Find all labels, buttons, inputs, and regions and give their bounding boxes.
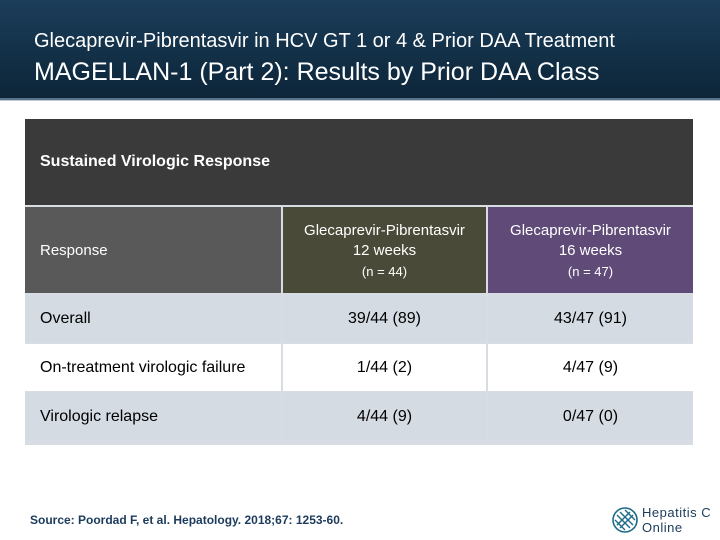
results-table: Sustained Virologic Response Response Gl… [25,119,693,445]
source-citation: Source: Poordad F, et al. Hepatology. 20… [30,513,344,527]
table-row-label: Virologic relapse [25,393,281,440]
table-cell: 4/47 (9) [488,344,693,391]
table-cell: 39/44 (89) [283,295,486,342]
column-header-12-weeks: Glecaprevir-Pibrentasvir 12 weeks (n = 4… [283,207,486,293]
column-header-name: Glecaprevir-Pibrentasvir 16 weeks [488,221,693,261]
banner-title: Sustained Virologic Response [40,153,270,170]
column-n: (n = 47) [567,264,614,279]
row-label: Overall [40,310,91,327]
cell-value: 43/47 (91) [554,310,627,327]
cell-value: 0/47 (0) [562,408,619,425]
column-header-16-weeks: Glecaprevir-Pibrentasvir 16 weeks (n = 4… [488,207,693,293]
column-n: (n = 44) [361,264,408,279]
table-cell: 0/47 (0) [488,393,693,440]
slide-subtitle: Glecaprevir-Pibrentasvir in HCV GT 1 or … [34,30,615,52]
table-cell: 1/44 (2) [283,344,486,391]
logo-globe-icon [612,507,638,533]
column-duration: 12 weeks [352,242,417,259]
row-header-cell: Response [25,207,281,293]
cell-value: 1/44 (2) [356,359,413,376]
cell-value: 39/44 (89) [348,310,421,327]
hepatitis-c-online-logo: Hepatitis C Online [612,503,712,535]
table-row-label: On-treatment virologic failure [25,344,281,391]
slide-title: MAGELLAN-1 (Part 2): Results by Prior DA… [34,58,600,86]
header-divider [0,98,720,101]
logo-text-line1: Hepatitis C [642,505,712,520]
column-drug-name: Glecaprevir-Pibrentasvir [304,222,465,239]
logo-text-line2: Online [642,520,683,535]
row-label: On-treatment virologic failure [40,359,246,376]
table-cell: 43/47 (91) [488,295,693,342]
table-banner: Sustained Virologic Response [25,119,693,205]
table-cell: 4/44 (9) [283,393,486,440]
cell-value: 4/47 (9) [562,359,619,376]
table-row-label: Overall [25,295,281,342]
column-drug-name: Glecaprevir-Pibrentasvir [510,222,671,239]
column-duration: 16 weeks [558,242,623,259]
cell-value: 4/44 (9) [356,408,413,425]
column-header-name: Glecaprevir-Pibrentasvir 12 weeks [283,221,486,261]
row-label: Virologic relapse [40,408,158,425]
row-header-label: Response [40,242,108,259]
slide-header: Glecaprevir-Pibrentasvir in HCV GT 1 or … [0,0,720,101]
